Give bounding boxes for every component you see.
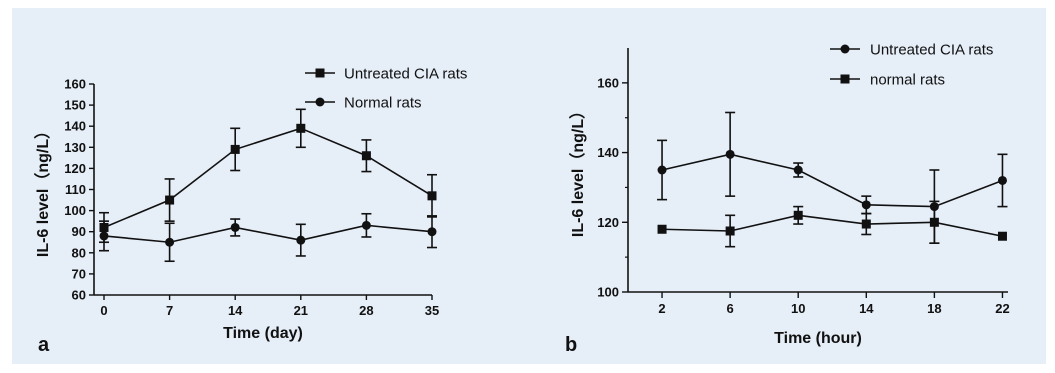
panel-b-legend-label-1: Untreated CIA rats (870, 42, 993, 59)
panel-a-series-2-point (230, 222, 240, 232)
panel-b-x-tick-label: 6 (727, 301, 734, 316)
panel-b-x-tick-label: 14 (859, 301, 874, 316)
panel-b-y-tick-label: 100 (597, 285, 619, 300)
panel-a-y-tick-label: 80 (72, 245, 86, 260)
panel-a-series-2-point (165, 237, 175, 247)
panel-a-series-1-point (230, 144, 240, 154)
panel-b-legend-label-2: normal rats (870, 72, 945, 89)
panel-a-y-tick-label: 70 (72, 266, 86, 281)
panel-b-x-tick-label: 18 (927, 301, 941, 316)
panel-b-x-axis-label: Time (hour) (774, 330, 862, 347)
panel-b-series-1-point (997, 175, 1007, 185)
panel-b-y-tick-label: 140 (597, 145, 619, 160)
panel-a-series-2-point (427, 227, 437, 237)
panel-a-x-tick-label: 21 (294, 303, 308, 318)
panel-b-series-1-point (657, 165, 667, 175)
panel-b-panel-label: b (565, 334, 577, 356)
panel-a-y-tick-label: 140 (64, 119, 86, 134)
panel-b-y-tick-label: 120 (597, 215, 619, 230)
panel-a-y-axis-label: IL-6 level（ng/L） (34, 123, 52, 257)
panel-b-legend-marker-1 (840, 44, 850, 54)
panel-a-legend-label-1: Untreated CIA rats (344, 66, 467, 83)
panel-b-series-1-point (861, 200, 871, 210)
panel-b-x-tick-label: 10 (791, 301, 805, 316)
panel-a-legend-label-2: Normal rats (344, 95, 422, 112)
panel-b-series-2-point (725, 226, 735, 236)
panel-a-y-tick-label: 120 (64, 161, 86, 176)
panel-a-series-1-line (103, 127, 433, 229)
figure-background (12, 8, 1046, 364)
panel-b-x-tick-label: 2 (658, 301, 665, 316)
panel-b-series-1-point (793, 165, 803, 175)
panel-b-series-2-point (657, 224, 667, 234)
panel-b-series-2-point (929, 217, 939, 227)
panel-a-y-tick-label: 90 (72, 224, 86, 239)
panel-a-y-tick-label: 60 (72, 288, 86, 303)
panel-b-series-2-point (793, 210, 803, 220)
panel-b-legend-marker-2 (840, 74, 850, 84)
panel-a-x-tick-label: 35 (425, 303, 439, 318)
panel-a-series-1-point (427, 191, 437, 201)
panel-a-y-tick-label: 130 (64, 140, 86, 155)
panel-b-y-tick-label: 160 (597, 75, 619, 90)
panel-b-series-1-point (725, 149, 735, 159)
panel-b-series-1-line (661, 153, 1003, 208)
panel-a-x-axis-label: Time (day) (223, 325, 303, 342)
panel-a-legend-marker-2 (315, 97, 325, 107)
panel-a-series-2-point (296, 235, 306, 245)
panel-a-y-tick-label: 110 (65, 182, 86, 197)
panel-b-series-2-line (662, 214, 1003, 238)
panel-a-y-tick-label: 100 (64, 203, 86, 218)
panel-a-series-2-line (103, 224, 433, 244)
panel-a-series-1-point (296, 123, 306, 133)
panel-a-y-tick-label: 160 (64, 77, 86, 92)
panel-a-panel-label: a (38, 334, 50, 356)
panel-a-series-2-point (99, 231, 109, 241)
panel-a-x-tick-label: 0 (100, 303, 107, 318)
panel-a-x-tick-label: 28 (359, 303, 373, 318)
panel-a-y-tick-label: 150 (64, 98, 86, 113)
panel-a-x-tick-label: 14 (228, 303, 243, 318)
panel-b-y-axis-label: IL-6 level（ng/L） (569, 103, 587, 237)
panel-a-series-1-point (165, 195, 175, 205)
panel-b-x-tick-label: 22 (995, 301, 1009, 316)
panel-a-series-1-point (361, 151, 371, 161)
panel-a-series-2-point (361, 220, 371, 230)
panel-b-series-2-point (861, 219, 871, 229)
panel-a-legend-marker-1 (315, 68, 325, 78)
panel-b-series-2-point (997, 231, 1007, 241)
panel-a-x-tick-label: 7 (166, 303, 173, 318)
